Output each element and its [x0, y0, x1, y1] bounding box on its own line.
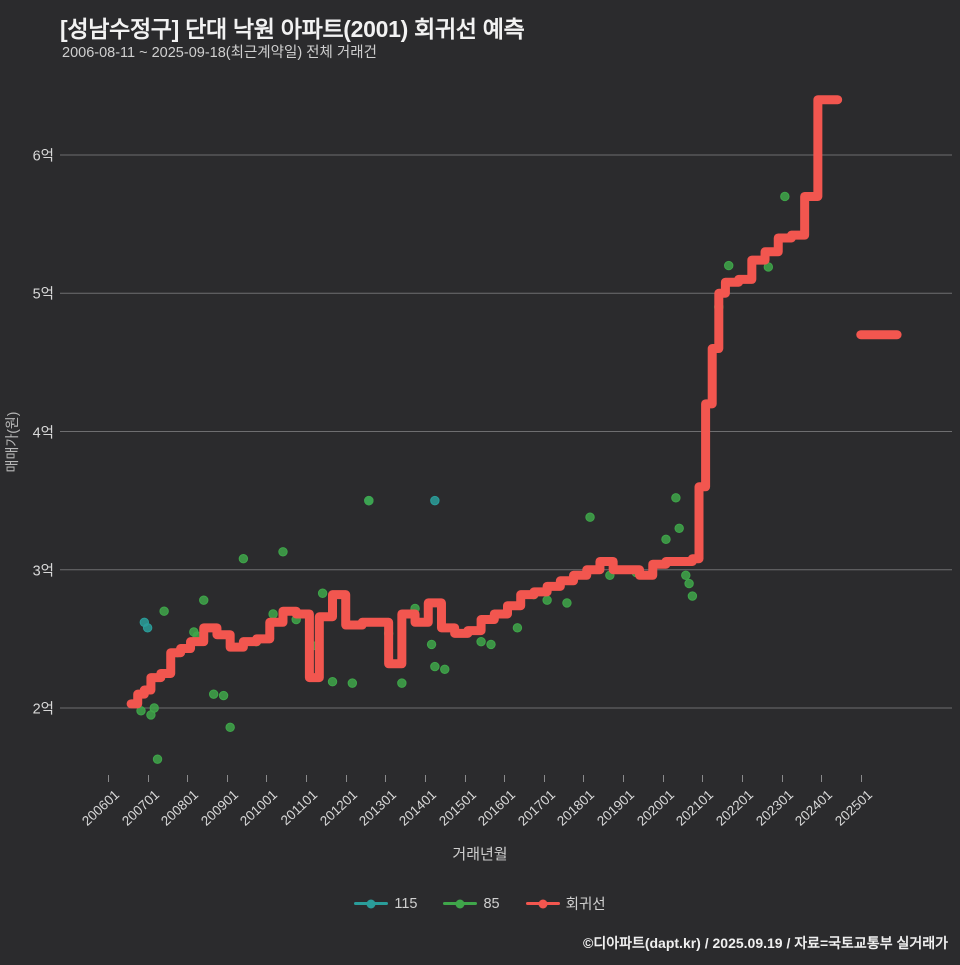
scatter-point-85 — [218, 690, 229, 701]
scatter-point-85 — [426, 639, 437, 650]
x-axis-tick-mark — [662, 775, 664, 782]
scatter-point-85 — [327, 677, 338, 687]
y-axis-tick-label: 4억 — [32, 425, 54, 441]
x-axis-tick-mark — [781, 775, 783, 782]
page-title: [성남수정구] 단대 낙원 아파트(2001) 회귀선 예측 — [60, 16, 525, 42]
scatter-point-85 — [476, 636, 486, 647]
x-axis-tick-mark — [504, 775, 506, 782]
footer-credit: ©디아파트(dapt.kr) / 2025.09.19 / 자료=국토교통부 실… — [583, 935, 948, 951]
scatter-point-85 — [347, 678, 358, 688]
legend-swatch-icon — [525, 902, 560, 905]
scatter-point-85 — [208, 689, 219, 699]
legend-item[interactable]: 85 — [443, 895, 500, 912]
scatter-point-85 — [780, 191, 790, 202]
x-axis-tick-mark — [583, 775, 585, 782]
x-axis-tick-mark — [623, 775, 625, 782]
x-axis-tick-mark — [821, 775, 823, 782]
legend-swatch-icon — [354, 902, 389, 905]
x-axis-tick-mark — [345, 775, 347, 782]
legend-swatch-icon — [443, 902, 478, 905]
legend-item[interactable]: 회귀선 — [525, 893, 606, 914]
y-axis-tick-label: 2억 — [32, 701, 54, 718]
scatter-point-85 — [268, 609, 278, 619]
x-axis-tick-mark — [108, 775, 109, 782]
scatter-point-85 — [159, 606, 169, 616]
x-axis-tick-mark — [543, 775, 545, 782]
regression-line — [126, 95, 843, 709]
scatter-point-115 — [142, 623, 153, 633]
scatter-point-85 — [278, 547, 288, 557]
x-axis-tick-mark — [306, 775, 308, 782]
scatter-point-85 — [225, 722, 235, 733]
y-axis-tick-label: 5억 — [32, 286, 54, 303]
x-axis-tick-mark — [860, 775, 862, 782]
scatter-point-85 — [512, 623, 523, 633]
legend-label: 115 — [394, 895, 418, 912]
chart-legend: 115 85 회귀선 — [0, 893, 960, 914]
scatter-point-85 — [661, 534, 671, 545]
scatter-point-85 — [364, 495, 374, 506]
x-axis-tick-mark — [266, 775, 268, 782]
scatter-point-115 — [430, 495, 440, 506]
legend-item[interactable]: 115 — [354, 896, 417, 912]
page-subtitle: 2006-08-11 ~ 2025-09-18(최근계약일) 전체 거래건 — [62, 45, 377, 61]
scatter-point-85 — [238, 553, 249, 564]
x-axis-tick-mark — [464, 775, 466, 782]
scatter-point-85 — [542, 595, 552, 605]
scatter-point-85 — [681, 570, 691, 580]
scatter-point-85 — [317, 588, 328, 598]
x-axis-tick-mark — [187, 775, 189, 782]
scatter-point-85 — [440, 664, 450, 674]
scatter-point-85 — [585, 512, 595, 522]
scatter-point-85 — [199, 595, 209, 605]
x-axis-title: 거래년월 — [452, 846, 508, 863]
scatter-point-85 — [486, 639, 496, 650]
legend-label: 85 — [483, 895, 500, 912]
scatter-point-85 — [674, 523, 684, 533]
x-axis-tick-mark — [702, 775, 704, 782]
scatter-point-85 — [684, 578, 694, 589]
x-axis-tick-mark — [741, 775, 743, 782]
scatter-point-85 — [687, 591, 698, 601]
y-axis-tick-label: 3억 — [32, 563, 54, 580]
x-axis-tick-mark — [424, 775, 426, 782]
scatter-point-85 — [724, 260, 734, 271]
scatter-point-85 — [430, 661, 440, 672]
scatter-point-85 — [562, 598, 572, 608]
x-axis-tick-mark — [385, 775, 387, 782]
y-axis-title: 매매가(원) — [4, 411, 20, 473]
x-axis-tick-mark — [147, 775, 149, 782]
scatter-point-85 — [671, 493, 681, 503]
y-axis-tick-label: 6억 — [32, 148, 54, 165]
legend-label: 회귀선 — [565, 897, 606, 913]
scatter-point-85 — [149, 703, 159, 713]
scatter-point-85 — [397, 678, 407, 688]
scatter-point-85 — [152, 754, 163, 764]
x-axis-tick-mark — [226, 775, 228, 782]
